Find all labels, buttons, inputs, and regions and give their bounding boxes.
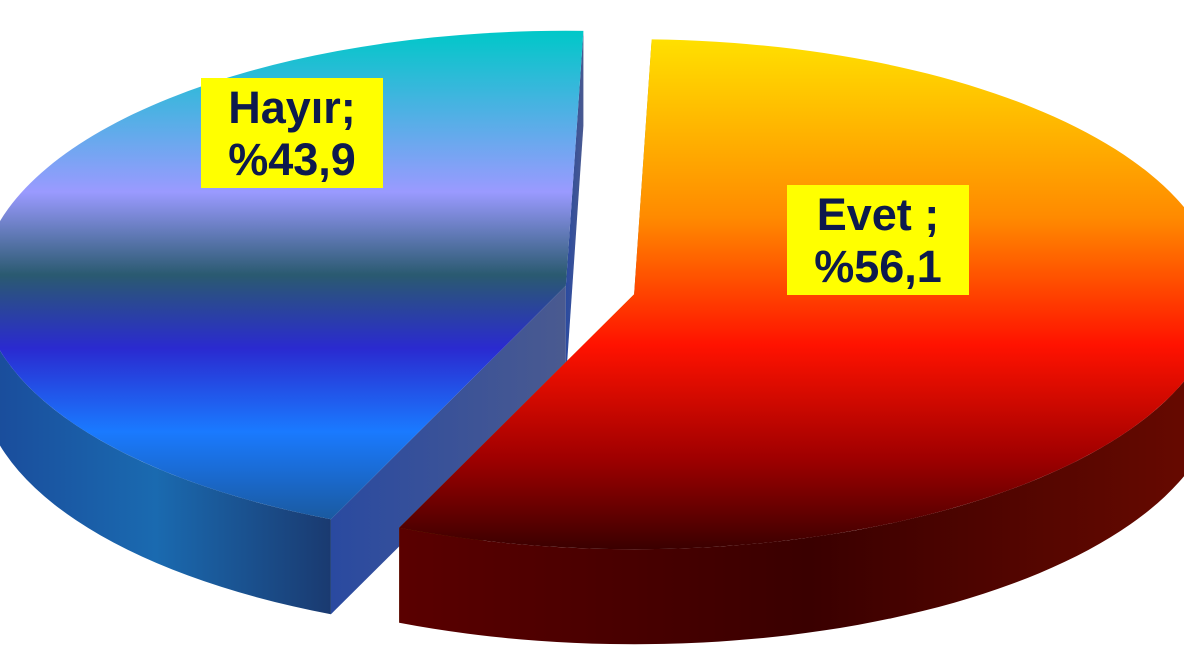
slice-cut-face <box>330 285 566 615</box>
labels-layer: Evet ;%56,1 Hayır;%43,9 <box>201 78 969 295</box>
slice-cut-face <box>565 30 584 381</box>
data-label-line: %43,9 <box>228 134 356 185</box>
data-label-background <box>201 78 383 188</box>
slice-top-face <box>0 30 584 520</box>
data-label-line: Hayır; <box>228 82 356 133</box>
slice-side-wall <box>399 381 1184 645</box>
slices-layer <box>0 30 1184 645</box>
data-label-evet: Evet ;%56,1 <box>787 185 969 295</box>
data-label-line: %56,1 <box>814 241 942 292</box>
data-label-line: Evet ; <box>817 189 940 240</box>
data-label-background <box>787 185 969 295</box>
data-label-hayır: Hayır;%43,9 <box>201 78 383 188</box>
pie-slice-hayır <box>0 30 584 615</box>
slice-side-wall <box>0 350 331 615</box>
